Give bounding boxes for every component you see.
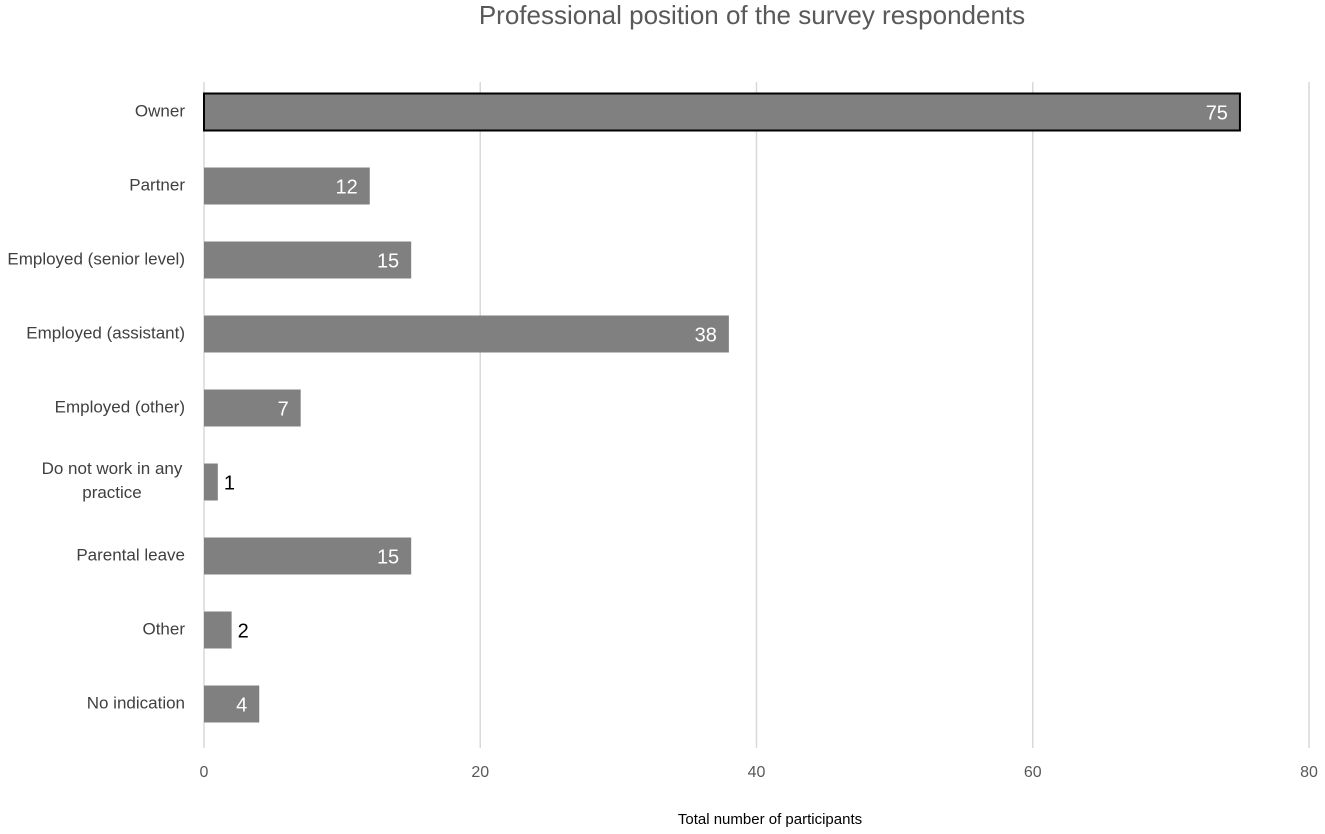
- bar: [203, 92, 1241, 132]
- value-label: 15: [377, 546, 399, 568]
- bar: [204, 315, 729, 353]
- value-label: 7: [278, 398, 289, 420]
- x-axis-title: Total number of participants: [678, 811, 862, 828]
- x-tick-label: 20: [471, 764, 489, 781]
- value-label: 15: [377, 250, 399, 272]
- y-tick-label: Do not work in any practice: [42, 459, 183, 502]
- x-tick-label: 40: [748, 764, 766, 781]
- bar: [204, 611, 232, 649]
- value-label: 75: [1206, 102, 1228, 124]
- value-label: 4: [236, 694, 247, 716]
- value-label: 12: [336, 176, 358, 198]
- y-tick-label: Employed (other): [55, 397, 185, 416]
- x-tick-label: 60: [1024, 764, 1042, 781]
- value-label: 1: [224, 472, 235, 494]
- bar: [204, 463, 218, 501]
- y-tick-label: Employed (assistant): [26, 323, 185, 342]
- bar: [204, 389, 301, 427]
- value-label: 38: [695, 324, 717, 346]
- y-tick-label: Other: [142, 619, 185, 638]
- x-tick-label: 80: [1300, 764, 1318, 781]
- y-tick-label: Partner: [129, 175, 185, 194]
- bar: [204, 537, 412, 575]
- y-tick-label: Employed (senior level): [7, 249, 185, 268]
- y-tick-label: Owner: [135, 101, 185, 120]
- y-tick-label: No indication: [87, 693, 185, 712]
- x-tick-label: 0: [200, 764, 209, 781]
- chart-title: Professional position of the survey resp…: [479, 0, 1025, 30]
- bar: [204, 241, 412, 279]
- y-tick-label: Parental leave: [76, 545, 185, 564]
- bar: [204, 167, 370, 205]
- value-label: 2: [238, 620, 249, 642]
- bar: [204, 685, 260, 723]
